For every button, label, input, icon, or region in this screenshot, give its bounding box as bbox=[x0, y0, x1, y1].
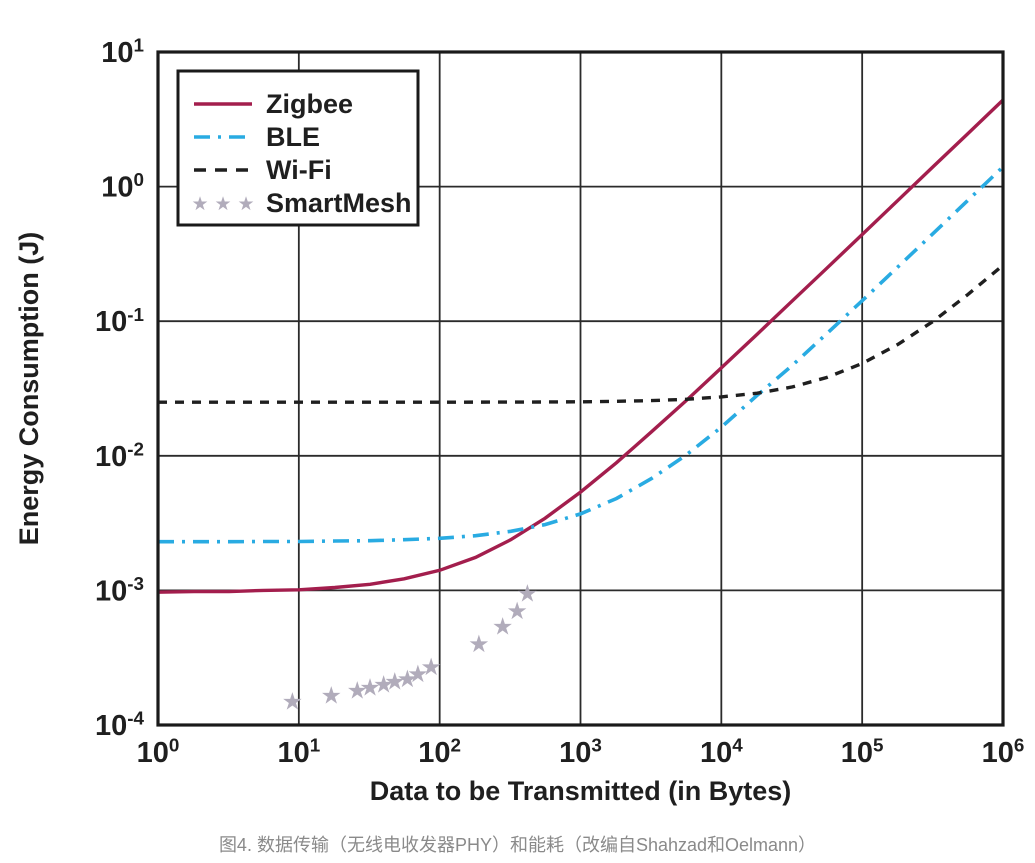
x-axis-title: Data to be Transmitted (in Bytes) bbox=[370, 776, 792, 806]
y-tick-label-10e1: 101 bbox=[101, 35, 144, 69]
smartmesh-star: ★ bbox=[517, 580, 539, 607]
smartmesh-star: ★ bbox=[384, 669, 406, 696]
smartmesh-star: ★ bbox=[359, 674, 381, 701]
x-tick-label-10e3: 103 bbox=[559, 735, 602, 769]
figure-caption: 图4. 数据传输（无线电收发器PHY）和能耗（改编自Shahzad和Oelman… bbox=[218, 835, 817, 855]
plot-border bbox=[156, 50, 1005, 727]
x-tick-label-10e4: 104 bbox=[700, 735, 743, 769]
legend-item-zigbee: Zigbee bbox=[194, 89, 353, 119]
x-tick-label-10e2: 102 bbox=[418, 735, 461, 769]
x-tick-label-10e1: 101 bbox=[277, 735, 320, 769]
series-ble-line bbox=[158, 165, 1005, 544]
legend-item-ble: BLE bbox=[194, 122, 320, 152]
y-axis-title: Energy Consumption (J) bbox=[14, 232, 44, 546]
legend-star-sample: ★ bbox=[214, 194, 231, 215]
legend-star-sample: ★ bbox=[191, 194, 208, 215]
smartmesh-star: ★ bbox=[397, 666, 419, 693]
smartmesh-star: ★ bbox=[282, 688, 304, 715]
x-tick-label-10e5: 105 bbox=[841, 735, 884, 769]
series-zigbee-line bbox=[157, 98, 1005, 594]
y-tick-label-10e-3: 10-3 bbox=[95, 573, 144, 607]
x-tick-label-10e6: 106 bbox=[982, 735, 1025, 769]
smartmesh-star: ★ bbox=[407, 661, 429, 688]
legend-box bbox=[176, 69, 420, 227]
legend-item-wifi: Wi-Fi bbox=[194, 155, 332, 185]
smartmesh-star: ★ bbox=[468, 631, 490, 658]
legend-label: Wi-Fi bbox=[266, 155, 332, 185]
smartmesh-star: ★ bbox=[373, 671, 395, 698]
legend-label: SmartMesh bbox=[266, 188, 412, 218]
legend-label: Zigbee bbox=[266, 89, 353, 119]
energy-vs-data-chart: ★ ★ ★★★★★★★★★★★100 101 102 103 104 105 106101100… bbox=[14, 35, 1025, 806]
x-tick-label-10e0: 100 bbox=[137, 735, 180, 769]
smartmesh-star: ★ bbox=[506, 598, 528, 625]
series-wifi-line bbox=[158, 263, 1005, 404]
smartmesh-star: ★ bbox=[321, 683, 343, 710]
legend-star-sample: ★ bbox=[237, 194, 254, 215]
legend-item-smartmesh: ★ ★ ★ SmartMesh bbox=[191, 188, 411, 218]
y-tick-label-10e-4: 10-4 bbox=[95, 708, 145, 742]
y-tick-label-10e-1: 10-1 bbox=[95, 304, 144, 338]
smartmesh-star: ★ bbox=[347, 678, 369, 705]
y-tick-label-10e0: 100 bbox=[101, 169, 144, 203]
y-tick-label-10e-2: 10-2 bbox=[95, 438, 144, 472]
smartmesh-star: ★ bbox=[420, 654, 442, 681]
smartmesh-star: ★ bbox=[492, 613, 514, 640]
legend-label: BLE bbox=[266, 122, 320, 152]
